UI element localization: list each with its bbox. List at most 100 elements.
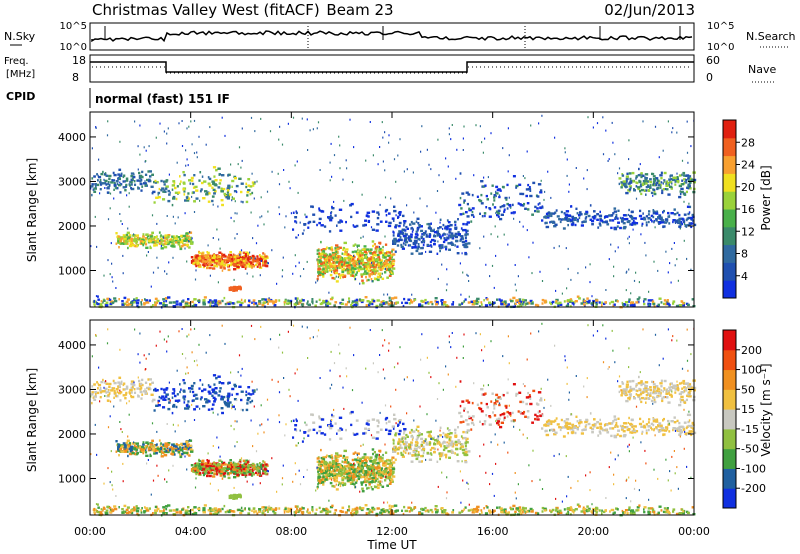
velocity-cell <box>207 408 211 411</box>
velocity-cell <box>204 462 208 465</box>
velocity-cell <box>162 443 165 446</box>
power-cell <box>595 303 598 306</box>
velocity-cell <box>94 391 97 394</box>
velocity-cell <box>183 381 186 385</box>
power-cell <box>93 300 95 303</box>
velocity-cell <box>97 387 99 390</box>
velocity-cell <box>115 388 119 391</box>
power-cell <box>479 212 481 215</box>
velocity-cell <box>263 461 266 464</box>
power-cell <box>439 226 442 229</box>
power-cell <box>338 255 341 259</box>
power-cell <box>644 178 648 182</box>
velocity-cell <box>212 463 217 466</box>
power-cell <box>360 300 364 304</box>
power-cell <box>326 265 330 269</box>
power-cell <box>318 252 321 255</box>
power-cell <box>180 180 182 183</box>
power-cell <box>193 200 196 203</box>
power-cell <box>565 210 570 213</box>
power-cell <box>674 222 677 224</box>
power-colorbar-label: Power [dB] <box>759 165 773 230</box>
power-cell <box>638 281 640 284</box>
power-cell <box>357 263 360 266</box>
power-cell <box>658 222 661 225</box>
power-cell <box>328 302 332 305</box>
power-cell <box>545 225 550 229</box>
power-cell <box>255 242 258 245</box>
power-cell <box>317 267 322 271</box>
power-cell <box>182 181 186 184</box>
power-cell <box>228 286 231 290</box>
power-cell <box>352 255 356 259</box>
velocity-cell <box>156 446 160 449</box>
velocity-cell <box>186 453 189 456</box>
power-cell <box>322 300 326 303</box>
power-cell <box>221 269 224 272</box>
power-cell <box>415 220 418 223</box>
power-cell <box>167 199 171 203</box>
power-cell <box>328 230 332 233</box>
power-cell <box>150 185 154 188</box>
power-cell <box>242 200 244 204</box>
power-cell <box>153 244 156 247</box>
power-cell <box>239 250 242 254</box>
power-cell <box>270 298 273 302</box>
power-cell <box>242 251 246 254</box>
velocity-cell <box>246 402 249 405</box>
power-cell <box>189 182 192 185</box>
power-cell <box>97 298 100 301</box>
power-cell <box>111 262 113 265</box>
velocity-cell <box>156 447 160 450</box>
power-cell <box>678 184 682 188</box>
velocity-cell <box>165 387 169 390</box>
power-cell <box>645 182 648 185</box>
power-cell <box>426 205 428 208</box>
velocity-cell <box>124 397 127 400</box>
power-cell <box>449 234 453 237</box>
velocity-cell <box>151 449 155 452</box>
power-cell <box>369 265 372 269</box>
power-cell <box>654 177 659 180</box>
power-cell <box>414 239 418 243</box>
velocity-cell <box>172 388 176 391</box>
power-cell <box>320 248 323 252</box>
power-cell <box>273 303 277 307</box>
power-cell <box>659 186 662 189</box>
power-cell <box>499 299 503 302</box>
power-cell <box>676 211 679 215</box>
power-cell <box>387 266 392 269</box>
power-cell <box>236 289 238 292</box>
power-cell <box>648 303 651 307</box>
velocity-cell <box>218 381 221 384</box>
velocity-cell <box>222 395 226 399</box>
power-cell <box>316 258 318 261</box>
power-cell <box>193 152 196 155</box>
power-cell <box>650 191 654 195</box>
power-cell <box>337 265 339 268</box>
power-cell <box>364 296 368 299</box>
power-cell <box>166 142 168 145</box>
power-cell <box>576 218 579 221</box>
power-cell <box>187 192 190 195</box>
power-cell <box>121 300 124 303</box>
power-cell <box>250 266 254 269</box>
velocity-cell <box>164 442 168 445</box>
power-cell <box>653 188 656 192</box>
power-cell <box>246 272 248 275</box>
power-cell <box>377 163 379 166</box>
power-cell <box>446 233 448 236</box>
power-cell <box>246 259 250 262</box>
power-cell <box>336 224 338 227</box>
power-cell <box>424 301 427 305</box>
power-cell <box>443 237 446 240</box>
power-cell <box>160 247 164 250</box>
power-cell <box>500 213 504 216</box>
power-cell <box>186 238 188 242</box>
velocity-cell <box>118 454 120 457</box>
velocity-cell <box>188 454 191 457</box>
velocity-cell <box>250 474 254 477</box>
power-cell <box>349 264 353 267</box>
power-cell <box>135 297 138 300</box>
power-cell <box>462 222 465 226</box>
